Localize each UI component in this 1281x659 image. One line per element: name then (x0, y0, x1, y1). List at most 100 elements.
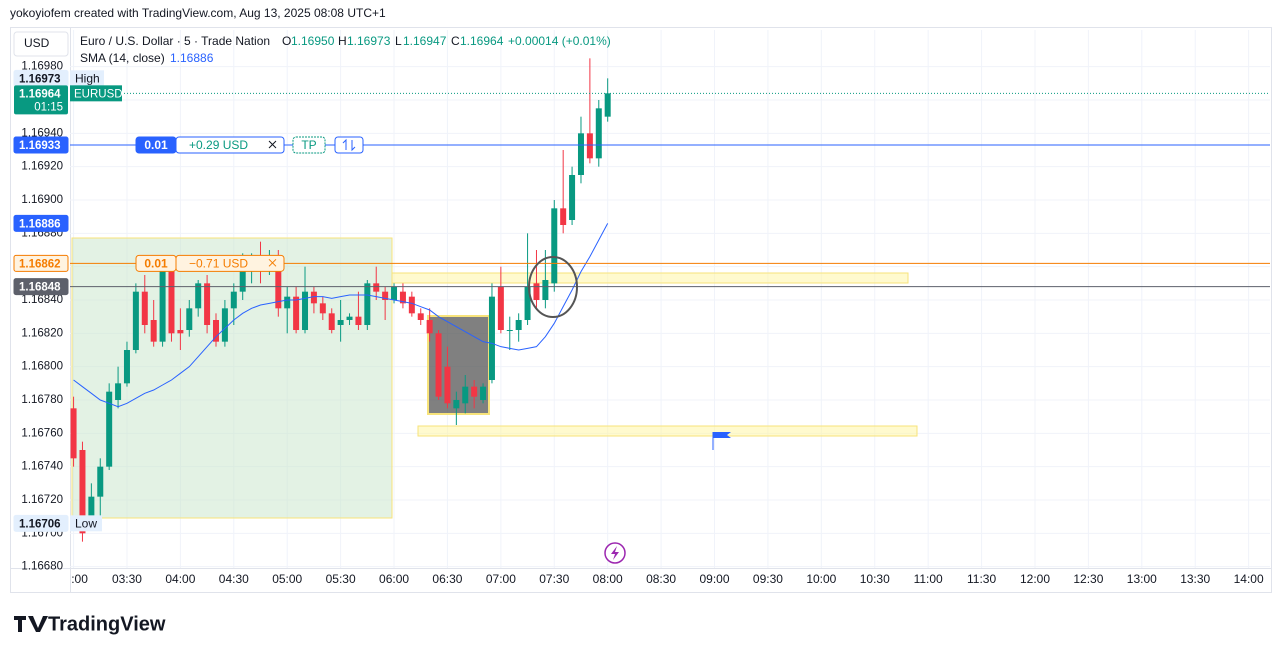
position-pnl-box (175, 136, 285, 154)
candle-body (426, 320, 433, 334)
last-tag (14, 85, 68, 115)
x-tick-label: 06:00 (379, 572, 409, 586)
close-icon[interactable] (268, 140, 277, 149)
candle-body (221, 308, 228, 342)
x-tick-label: 11:00 (914, 572, 943, 586)
c-value: 1.16964 (460, 34, 504, 48)
position-qty: 0.01 (144, 257, 168, 271)
zone-green (71, 237, 393, 519)
y-tick-label: 1.16760 (21, 427, 63, 439)
price-tag (13, 278, 69, 296)
candle-body (275, 263, 282, 309)
x-tick-label: 07:30 (539, 572, 569, 586)
position-pnl: −0.71 USD (189, 257, 248, 271)
y-tick-label: 1.16840 (21, 294, 63, 306)
candle-body (355, 316, 362, 325)
candle-body (319, 303, 326, 314)
candle-body (488, 296, 495, 380)
circle-drawing (528, 256, 578, 318)
candle-body (284, 296, 291, 309)
candle-body (408, 296, 415, 314)
l: L (395, 34, 402, 48)
symbol-title: Euro / U.S. Dollar · 5 · Trade Nation (80, 34, 270, 48)
candle-body (515, 320, 522, 330)
sma-value: 1.16886 (170, 51, 214, 65)
candle-body (115, 383, 122, 400)
candle-body (204, 283, 211, 325)
candle-body (551, 208, 558, 284)
candle-body (569, 175, 576, 220)
candle-body (177, 330, 184, 334)
currency-box[interactable] (13, 31, 69, 57)
price-tag-text: 1.16973 (19, 73, 61, 85)
reverse-box[interactable] (334, 136, 364, 154)
candle-body (391, 286, 398, 300)
tag-name-bg (70, 515, 102, 532)
position-pnl: +0.29 USD (189, 138, 248, 152)
price-tag-text: 1.16933 (19, 140, 61, 152)
candle-body (79, 450, 86, 534)
candle-body (337, 320, 344, 325)
x-tick-label: 13:30 (1180, 572, 1210, 586)
flag-icon (713, 432, 731, 438)
x-tick-label: 05:30 (326, 572, 356, 586)
candle-body (302, 291, 309, 330)
candle-body (212, 320, 219, 342)
brand-logo (14, 616, 48, 632)
candle-body (123, 350, 130, 384)
labels: 1.166801.167001.167201.167401.167601.167… (13, 61, 1264, 586)
header: yokoyiofem created with TradingView.com,… (10, 6, 386, 20)
o: O (282, 34, 291, 48)
sma-name: SMA (14, close) (80, 51, 165, 65)
high-label: High (75, 72, 100, 86)
candle-body (88, 496, 95, 517)
h-value: 1.16973 (347, 34, 391, 48)
symbol: EURUSD (74, 88, 123, 100)
candle-body (346, 316, 353, 320)
candle-body (373, 283, 380, 292)
h: H (338, 34, 347, 48)
candle-body (159, 266, 166, 342)
candle-body (586, 133, 593, 159)
low-label: Low (75, 517, 97, 531)
price-tag (13, 254, 69, 272)
x-tick-label: 04:30 (219, 572, 249, 586)
l-value: 1.16947 (403, 34, 447, 48)
candle-body (132, 291, 139, 350)
candle-body (542, 280, 549, 300)
symbol-tag (70, 85, 122, 102)
x-tick-label: 13:00 (1127, 572, 1157, 586)
candle-body (364, 283, 371, 325)
y-tick-label: 1.16680 (21, 561, 63, 573)
tp-box[interactable] (292, 136, 326, 154)
ohlc-legend: O 1.16950 H 1.16973 L 1.16947 C 1.16964 … (282, 34, 611, 48)
candle-body (595, 108, 602, 159)
candle-body (453, 400, 460, 409)
position-pnl-box (175, 254, 285, 272)
y-tick-label: 1.16740 (21, 461, 63, 473)
price-tag-text: 1.16862 (19, 258, 61, 270)
candle-body (435, 333, 442, 397)
x-tick-label: 03:30 (112, 572, 142, 586)
y-tick-label: 1.16780 (21, 394, 63, 406)
lightning (611, 546, 619, 560)
candle-body (186, 308, 193, 330)
y-tick-label: 1.16800 (21, 361, 63, 373)
y-tick-label: 1.16940 (21, 127, 63, 139)
candle-body (444, 366, 451, 404)
candle-body (604, 93, 611, 117)
x-tick-label: :00 (71, 572, 88, 586)
brand: TradingView (48, 613, 166, 635)
currency: USD (24, 36, 50, 50)
candle-body (480, 386, 487, 400)
y-tick-label: 1.16900 (21, 194, 63, 206)
x-tick-label: 05:00 (272, 572, 302, 586)
candle-body (310, 291, 317, 304)
candle-body (533, 283, 540, 300)
candle-body (497, 286, 504, 330)
close-icon[interactable] (268, 258, 277, 267)
last-price: 1.16964 (19, 88, 61, 100)
candle-body (150, 320, 157, 342)
candle-body (506, 330, 513, 331)
